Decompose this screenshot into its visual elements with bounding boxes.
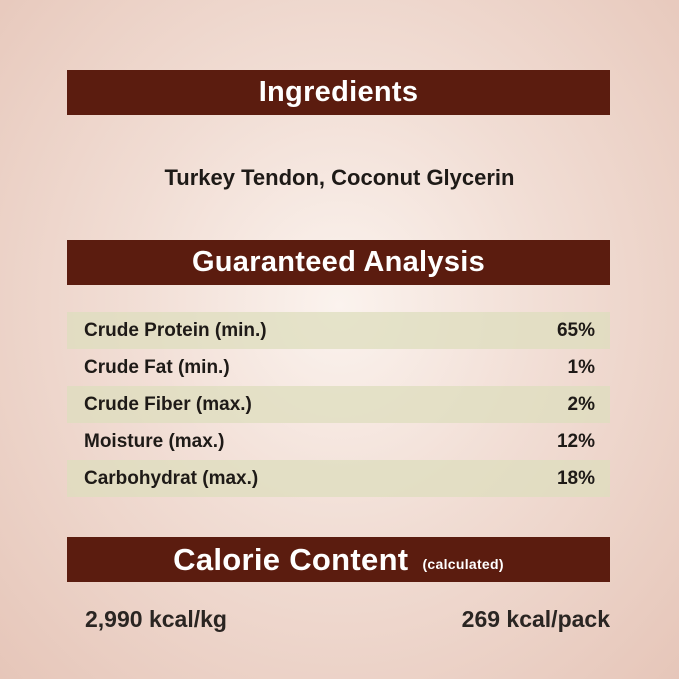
row-label: Crude Fiber (max.) <box>84 393 252 415</box>
row-value: 18% <box>556 467 595 489</box>
row-label: Crude Fat (min.) <box>84 356 230 378</box>
analysis-row: Crude Fiber (max.) 2% <box>67 386 610 423</box>
row-value: 1% <box>567 356 595 378</box>
analysis-row: Crude Fat (min.) 1% <box>67 349 610 386</box>
analysis-row: Crude Protein (min.) 65% <box>67 312 610 349</box>
calorie-per-pack: 269 kcal/pack <box>461 606 610 632</box>
ingredients-banner: Ingredients <box>67 70 610 115</box>
analysis-row: Moisture (max.) 12% <box>67 423 610 460</box>
analysis-title: Guaranteed Analysis <box>191 246 486 278</box>
analysis-banner: Guaranteed Analysis <box>67 240 610 285</box>
row-value: 65% <box>556 319 595 341</box>
calorie-subtitle: (calculated) <box>422 555 504 572</box>
row-value: 12% <box>556 430 595 452</box>
row-label: Carbohydrat (max.) <box>84 467 259 489</box>
analysis-row: Carbohydrat (max.) 18% <box>67 460 610 497</box>
calorie-title: Calorie Content <box>173 541 409 577</box>
ingredients-title: Ingredients <box>258 76 419 108</box>
ingredients-text: Turkey Tendon, Coconut Glycerin <box>164 165 515 190</box>
analysis-table: Crude Protein (min.) 65% Crude Fat (min.)… <box>67 312 610 497</box>
row-label: Crude Protein (min.) <box>84 319 267 341</box>
row-label: Moisture (max.) <box>84 430 225 452</box>
calorie-per-kg: 2,990 kcal/kg <box>85 606 227 632</box>
row-value: 2% <box>567 393 595 415</box>
calorie-banner: Calorie Content (calculated) <box>67 537 610 582</box>
